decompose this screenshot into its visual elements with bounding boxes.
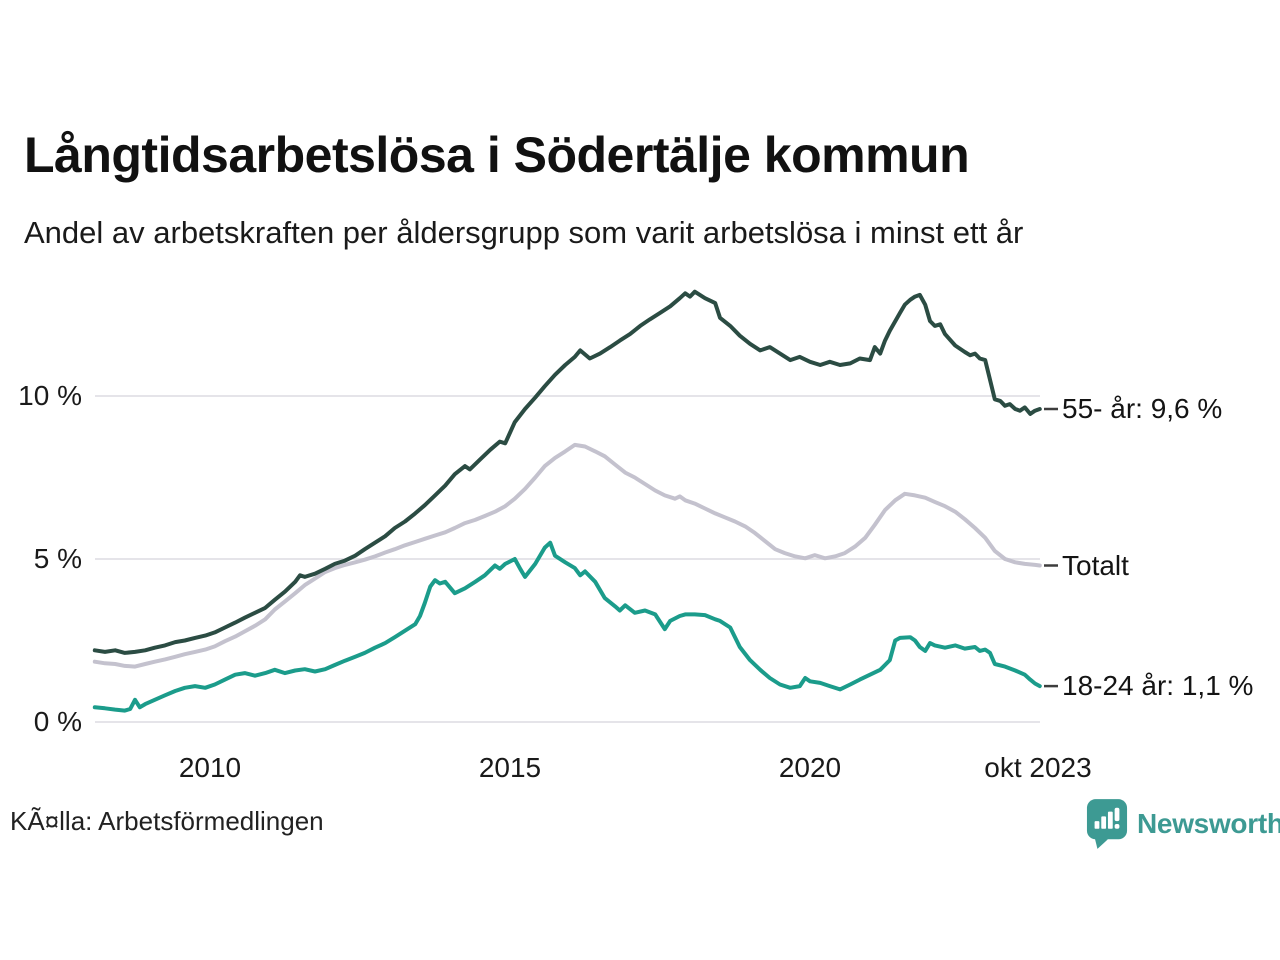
x-tick-label-2020: 2020 — [778, 752, 842, 783]
x-tick-label-2010: 2010 — [178, 752, 242, 783]
newsworthy-logo-icon — [1086, 799, 1128, 849]
series-end-label-18-24-ar: 18-24 år: 1,1 % — [1062, 670, 1254, 701]
y-tick-label-5: 5 % — [33, 543, 82, 574]
page-title: Långtidsarbetslösa i Södertälje kommun — [24, 127, 970, 183]
y-tick-label-0: 0 % — [33, 706, 82, 737]
series-end-label-totalt: Totalt — [1062, 550, 1129, 581]
series-line-55-ar — [92, 289, 1042, 655]
series-line-18-24-ar — [92, 540, 1042, 713]
series-line-totalt — [92, 442, 1042, 669]
x-tick-label-okt-2023: okt 2023 — [984, 752, 1092, 783]
newsworthy-logo: Newsworthy — [1086, 798, 1280, 850]
y-tick-label-10: 10 % — [18, 380, 82, 411]
x-tick-label-2015: 2015 — [478, 752, 542, 783]
source-attribution: KÃ¤lla: Arbetsförmedlingen — [10, 806, 324, 836]
series-end-label-55-ar: 55- år: 9,6 % — [1062, 393, 1223, 424]
newsworthy-logo-text: Newsworthy — [1137, 808, 1280, 839]
chart-subtitle: Andel av arbetskraften per åldersgrupp s… — [24, 215, 1024, 250]
